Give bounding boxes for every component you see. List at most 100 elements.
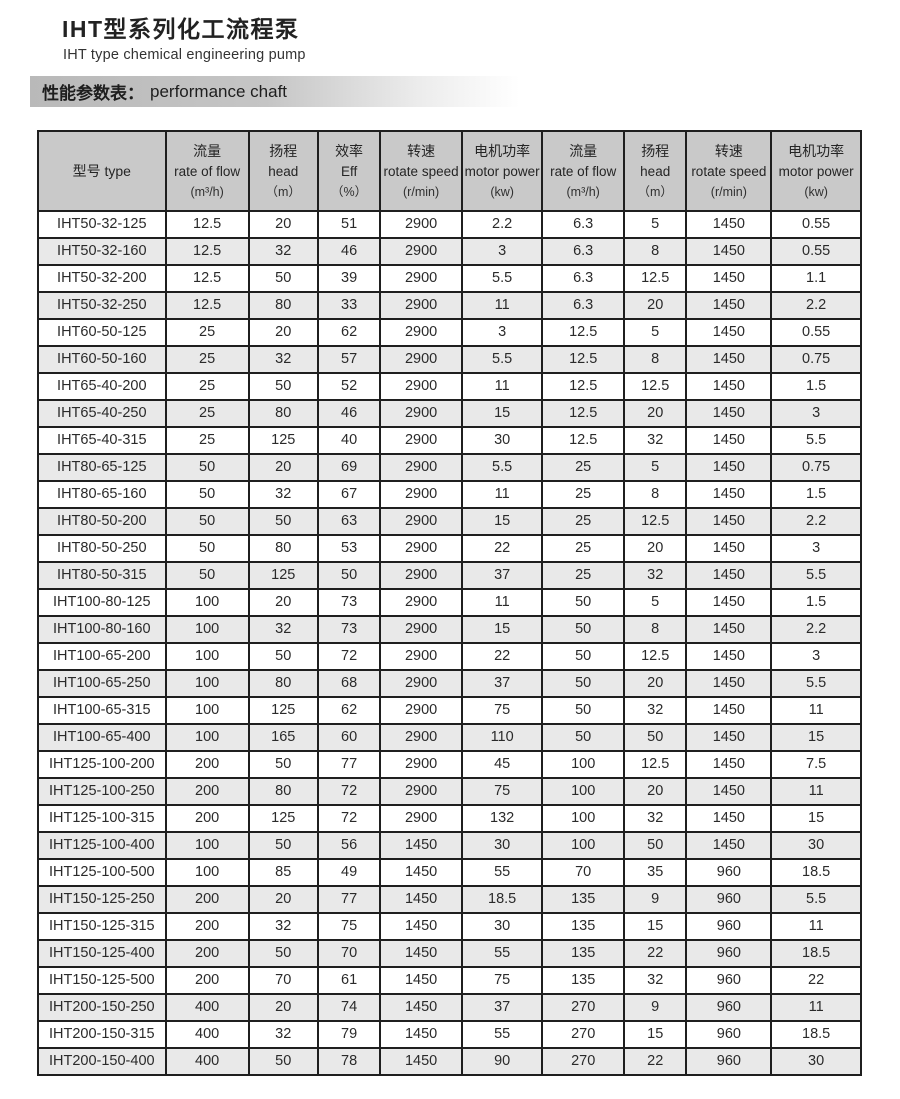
value-cell: 20 bbox=[247, 588, 319, 617]
value-cell: 18.5 bbox=[770, 858, 862, 887]
table-body: IHT50-32-125 12.5 20 51 2900 2.2 6.3 5 1450 0.55 I… bbox=[37, 210, 862, 1076]
value-cell: 3 bbox=[460, 318, 544, 347]
value-cell: 6.3 bbox=[541, 291, 625, 320]
value-cell: 50 bbox=[247, 1047, 319, 1076]
value-cell: 77 bbox=[316, 750, 382, 779]
value-cell: 37 bbox=[460, 669, 544, 698]
value-cell: 200 bbox=[164, 885, 250, 914]
table-row: IHT100-65-400 100 165 60 2900 110 50 50 1450 15 bbox=[37, 723, 862, 752]
value-cell: 50 bbox=[164, 534, 250, 563]
table-row: IHT80-50-200 50 50 63 2900 15 25 12.5 1450 2.2 bbox=[37, 507, 862, 536]
column-header-label-en: head bbox=[268, 164, 299, 179]
value-cell: 200 bbox=[164, 804, 250, 833]
value-cell: 12.5 bbox=[164, 210, 250, 239]
value-cell: 25 bbox=[164, 318, 250, 347]
column-header-label-en: rotate speed bbox=[691, 164, 767, 179]
value-cell: 2900 bbox=[379, 210, 463, 239]
value-cell: 2900 bbox=[379, 561, 463, 590]
value-cell: 100 bbox=[164, 696, 250, 725]
value-cell: 12.5 bbox=[541, 372, 625, 401]
value-cell: 32 bbox=[247, 615, 319, 644]
table-row: IHT125-100-315 200 125 72 2900 132 100 32 1450 15 bbox=[37, 804, 862, 833]
table-row: IHT100-65-250 100 80 68 2900 37 50 20 1450 5.5 bbox=[37, 669, 862, 698]
value-cell: 30 bbox=[460, 831, 544, 860]
value-cell: 25 bbox=[541, 480, 625, 509]
value-cell: 1450 bbox=[685, 318, 773, 347]
value-cell: 9 bbox=[622, 993, 688, 1022]
column-header-label-zh: 电机功率 bbox=[474, 143, 531, 159]
value-cell: 5 bbox=[622, 453, 688, 482]
performance-table: 型号 type 流量 rate of flow (m³/h) 扬程 head （m） 效率 Ef… bbox=[37, 130, 862, 1076]
value-cell: 1450 bbox=[685, 831, 773, 860]
value-cell: 3 bbox=[770, 534, 862, 563]
value-cell: 11 bbox=[460, 372, 544, 401]
value-cell: 37 bbox=[460, 561, 544, 590]
value-cell: 40 bbox=[316, 426, 382, 455]
value-cell: 1450 bbox=[685, 750, 773, 779]
table-header: 型号 type 流量 rate of flow (m³/h) 扬程 head （m） 效率 Ef… bbox=[37, 130, 862, 212]
table-row: IHT80-65-125 50 20 69 2900 5.5 25 5 1450 0.75 bbox=[37, 453, 862, 482]
value-cell: 200 bbox=[164, 939, 250, 968]
column-header-label-en: head bbox=[640, 164, 671, 179]
value-cell: 3 bbox=[460, 237, 544, 266]
value-cell: 61 bbox=[316, 966, 382, 995]
value-cell: 0.75 bbox=[770, 345, 862, 374]
value-cell: 2900 bbox=[379, 372, 463, 401]
value-cell: 5.5 bbox=[460, 264, 544, 293]
value-cell: 2900 bbox=[379, 453, 463, 482]
value-cell: 20 bbox=[247, 318, 319, 347]
value-cell: 7.5 bbox=[770, 750, 862, 779]
value-cell: 35 bbox=[622, 858, 688, 887]
value-cell: 12.5 bbox=[164, 237, 250, 266]
pump-model-cell: IHT80-50-315 bbox=[37, 561, 167, 590]
column-header-unit: (kw) bbox=[490, 185, 514, 199]
value-cell: 52 bbox=[316, 372, 382, 401]
value-cell: 8 bbox=[622, 615, 688, 644]
value-cell: 100 bbox=[164, 669, 250, 698]
value-cell: 3 bbox=[770, 399, 862, 428]
value-cell: 1450 bbox=[685, 480, 773, 509]
value-cell: 20 bbox=[622, 777, 688, 806]
value-cell: 2.2 bbox=[460, 210, 544, 239]
value-cell: 1450 bbox=[685, 561, 773, 590]
value-cell: 5.5 bbox=[770, 561, 862, 590]
value-cell: 50 bbox=[541, 696, 625, 725]
table-row: IHT125-100-250 200 80 72 2900 75 100 20 1450 11 bbox=[37, 777, 862, 806]
value-cell: 22 bbox=[460, 642, 544, 671]
table-row: IHT80-50-315 50 125 50 2900 37 25 32 1450 5.5 bbox=[37, 561, 862, 590]
value-cell: 270 bbox=[541, 1047, 625, 1076]
value-cell: 1450 bbox=[685, 453, 773, 482]
value-cell: 32 bbox=[622, 696, 688, 725]
value-cell: 1450 bbox=[685, 588, 773, 617]
value-cell: 1450 bbox=[379, 993, 463, 1022]
value-cell: 100 bbox=[541, 777, 625, 806]
value-cell: 400 bbox=[164, 993, 250, 1022]
value-cell: 2900 bbox=[379, 399, 463, 428]
page-subtitle: IHT type chemical engineering pump bbox=[63, 47, 306, 63]
value-cell: 11 bbox=[460, 291, 544, 320]
value-cell: 67 bbox=[316, 480, 382, 509]
table-row: IHT200-150-250 400 20 74 1450 37 270 9 960 11 bbox=[37, 993, 862, 1022]
value-cell: 20 bbox=[622, 534, 688, 563]
column-header-label-zh: 转速 bbox=[714, 143, 743, 159]
column-header-label-zh: 电机功率 bbox=[788, 143, 845, 159]
value-cell: 75 bbox=[460, 777, 544, 806]
section-label-zh: 性能参数表： bbox=[42, 84, 144, 103]
table-row: IHT80-50-250 50 80 53 2900 22 25 20 1450 3 bbox=[37, 534, 862, 563]
value-cell: 1450 bbox=[685, 669, 773, 698]
value-cell: 77 bbox=[316, 885, 382, 914]
pump-model-cell: IHT200-150-400 bbox=[37, 1047, 167, 1076]
value-cell: 132 bbox=[460, 804, 544, 833]
value-cell: 11 bbox=[770, 777, 862, 806]
value-cell: 73 bbox=[316, 615, 382, 644]
column-header-unit: (m³/h) bbox=[190, 185, 224, 199]
value-cell: 50 bbox=[164, 480, 250, 509]
value-cell: 72 bbox=[316, 642, 382, 671]
value-cell: 72 bbox=[316, 804, 382, 833]
value-cell: 125 bbox=[247, 804, 319, 833]
value-cell: 45 bbox=[460, 750, 544, 779]
value-cell: 1450 bbox=[685, 291, 773, 320]
value-cell: 135 bbox=[541, 966, 625, 995]
value-cell: 2.2 bbox=[770, 507, 862, 536]
column-header-label-en: rate of flow bbox=[550, 164, 617, 179]
